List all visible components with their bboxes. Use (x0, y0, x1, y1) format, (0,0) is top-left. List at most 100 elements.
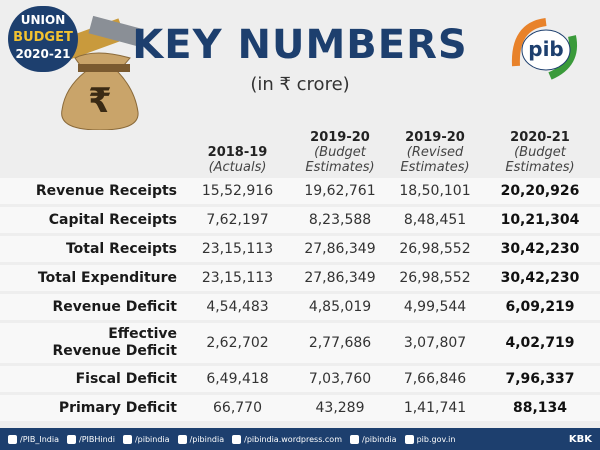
value-cell: 4,54,483 (185, 294, 290, 320)
table-row: Total Expenditure 23,15,113 27,86,349 26,98… (0, 265, 600, 291)
column-header: 2019-20 (Revised Estimates) (390, 119, 480, 175)
social-icon (177, 434, 187, 444)
value-cell: 23,15,113 (185, 236, 290, 262)
value-cell: 23,15,113 (185, 265, 290, 291)
value-cell: 1,41,741 (390, 395, 480, 421)
table-row: Effective Revenue Deficit 2,62,702 2,77,68… (0, 323, 600, 363)
column-note: (Actuals) (208, 160, 267, 175)
value-cell: 6,09,219 (480, 294, 600, 320)
social-icon (8, 434, 17, 444)
social-icon (67, 434, 76, 444)
badge-text: 2020-21 (15, 47, 71, 61)
social-handle: /pibindia.wordpress.com (244, 434, 342, 444)
value-cell: 4,02,719 (480, 323, 600, 363)
credit: KBK (568, 433, 592, 445)
value-cell: 7,66,846 (390, 366, 480, 392)
corner-cell (0, 119, 185, 175)
value-cell: 15,52,916 (185, 178, 290, 204)
social-link[interactable]: /pibindia (122, 434, 170, 444)
title: KEY NUMBERS (132, 22, 468, 68)
badge-text: UNION (20, 13, 66, 27)
column-note: Estimates) (400, 160, 470, 175)
social-icon (404, 434, 414, 444)
value-cell: 30,42,230 (480, 265, 600, 291)
social-handle: /PIBHindi (79, 434, 115, 444)
value-cell: 10,21,304 (480, 207, 600, 233)
value-cell: 7,96,337 (480, 366, 600, 392)
value-cell: 27,86,349 (290, 265, 390, 291)
column-year: 2019-20 (310, 130, 370, 145)
pib-logo: pib (511, 18, 577, 80)
value-cell: 7,03,760 (290, 366, 390, 392)
value-cell: 19,62,761 (290, 178, 390, 204)
row-label: Capital Receipts (0, 207, 185, 233)
column-note: Estimates) (505, 160, 575, 175)
row-label: Total Expenditure (0, 265, 185, 291)
social-icon (122, 434, 132, 444)
value-cell: 4,85,019 (290, 294, 390, 320)
value-cell: 66,770 (185, 395, 290, 421)
table-row: Fiscal Deficit 6,49,418 7,03,760 7,66,846 7,… (0, 366, 600, 392)
social-link[interactable]: /pibindia (177, 434, 225, 444)
svg-text:₹: ₹ (88, 81, 112, 121)
column-note: (Revised (406, 145, 464, 160)
social-handle: /pibindia (189, 434, 225, 444)
value-cell: 20,20,926 (480, 178, 600, 204)
value-cell: 2,77,686 (290, 323, 390, 363)
row-label: Primary Deficit (0, 395, 185, 421)
social-handle: /PIB_India (20, 434, 59, 444)
social-icon (232, 434, 242, 444)
badge-text: BUDGET (13, 30, 73, 45)
value-cell: 4,99,544 (390, 294, 480, 320)
row-label: Effective Revenue Deficit (0, 323, 185, 363)
table-row: Revenue Receipts 15,52,916 19,62,761 18,50,… (0, 178, 600, 204)
footer: /PIB_India/PIBHindi/pibindia/pibindia/pi… (0, 428, 600, 450)
value-cell: 6,49,418 (185, 366, 290, 392)
column-note: Estimates) (305, 160, 375, 175)
money-bag-illustration: ₹ (61, 15, 142, 130)
table-row: Primary Deficit 66,770 43,289 1,41,741 88,13… (0, 395, 600, 421)
value-cell: 2,62,702 (185, 323, 290, 363)
column-year: 2018-19 (207, 145, 268, 160)
social-link[interactable]: /PIB_India (8, 434, 59, 444)
value-cell: 88,134 (480, 395, 600, 421)
social-link[interactable]: /pibindia (350, 434, 397, 444)
social-handle: /pibindia (134, 434, 170, 444)
column-header: 2018-19 (Actuals) (185, 119, 290, 175)
table-body: Revenue Receipts 15,52,916 19,62,761 18,50,… (0, 178, 600, 421)
value-cell: 7,62,197 (185, 207, 290, 233)
subtitle: (in ₹ crore) (250, 74, 350, 95)
row-label: Fiscal Deficit (0, 366, 185, 392)
value-cell: 8,48,451 (390, 207, 480, 233)
value-cell: 27,86,349 (290, 236, 390, 262)
social-link[interactable]: /pibindia.wordpress.com (232, 434, 342, 444)
column-year: 2019-20 (405, 130, 465, 145)
column-note: (Budget (314, 145, 366, 160)
column-note: (Budget (514, 145, 566, 160)
table-row: Total Receipts 23,15,113 27,86,349 26,98,55… (0, 236, 600, 262)
social-handle: pib.gov.in (416, 434, 456, 444)
social-link[interactable]: pib.gov.in (404, 434, 456, 444)
column-header: 2019-20 (Budget Estimates) (290, 119, 390, 175)
budget-badge: UNION BUDGET 2020-21 (8, 6, 78, 72)
key-numbers-table: 2018-19 (Actuals) 2019-20 (Budget Estimates)… (0, 116, 600, 424)
row-label: Total Receipts (0, 236, 185, 262)
column-year: 2020-21 (510, 130, 570, 145)
value-cell: 30,42,230 (480, 236, 600, 262)
table-row: Capital Receipts 7,62,197 8,23,588 8,48,451… (0, 207, 600, 233)
value-cell: 8,23,588 (290, 207, 390, 233)
social-handle: /pibindia (362, 434, 397, 444)
value-cell: 43,289 (290, 395, 390, 421)
header-row: 2018-19 (Actuals) 2019-20 (Budget Estimates)… (0, 119, 600, 175)
social-link[interactable]: /PIBHindi (67, 434, 115, 444)
value-cell: 18,50,101 (390, 178, 480, 204)
value-cell: 3,07,807 (390, 323, 480, 363)
row-label: Revenue Receipts (0, 178, 185, 204)
column-header: 2020-21 (Budget Estimates) (480, 119, 600, 175)
logo-text: pib (528, 37, 564, 61)
social-icon (350, 434, 359, 444)
value-cell: 26,98,552 (390, 236, 480, 262)
value-cell: 26,98,552 (390, 265, 480, 291)
row-label: Revenue Deficit (0, 294, 185, 320)
table-row: Revenue Deficit 4,54,483 4,85,019 4,99,544 6… (0, 294, 600, 320)
